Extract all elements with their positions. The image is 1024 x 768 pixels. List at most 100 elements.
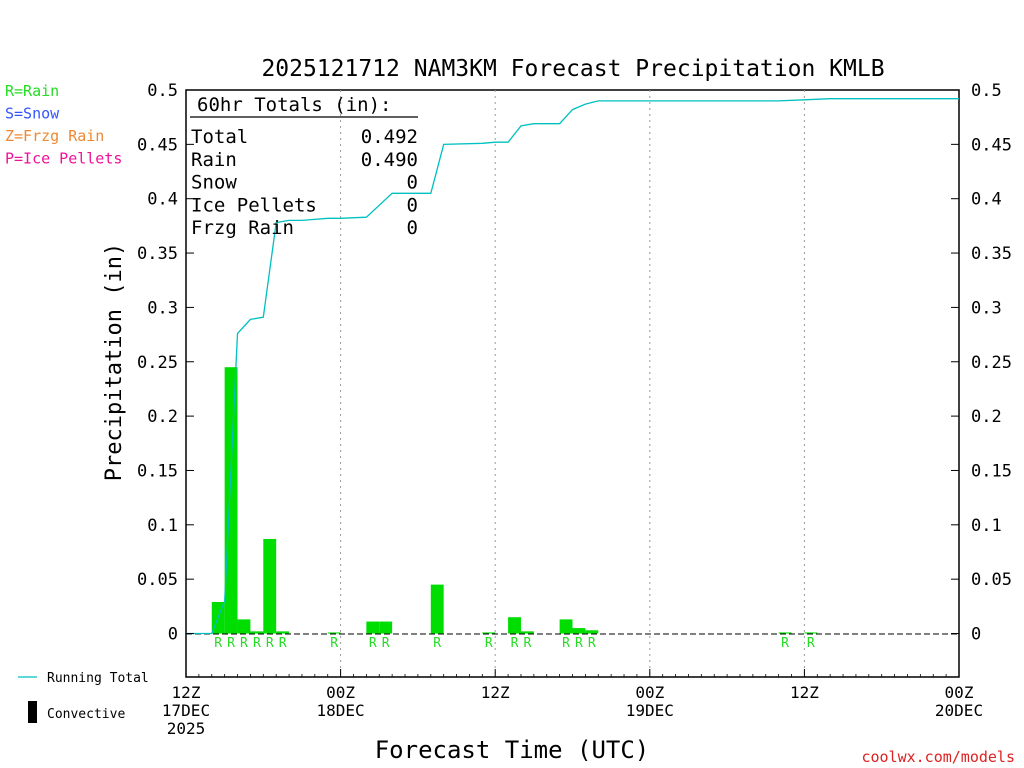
grid-layer xyxy=(340,90,805,677)
x-tick-label: 18DEC xyxy=(317,701,365,720)
y-tick-label-left: 0.45 xyxy=(137,135,178,155)
x-tick-label: 12Z xyxy=(172,683,201,702)
precip-type-legend-item: Z=Frzg Rain xyxy=(5,127,104,145)
precip-bar xyxy=(276,631,290,634)
y-tick-label-left: 0.5 xyxy=(147,81,178,101)
precip-type-legend-item: P=Ice Pellets xyxy=(5,150,122,168)
precip-bar xyxy=(430,584,444,634)
precip-bar xyxy=(520,631,534,634)
y-tick-label-left: 0.35 xyxy=(137,244,178,264)
totals-row-label: Total xyxy=(191,126,248,148)
precip-type-label: R xyxy=(562,636,570,651)
precip-type-legend-item: S=Snow xyxy=(5,105,60,123)
totals-row-value: 0.492 xyxy=(361,126,418,148)
precip-bar xyxy=(379,621,393,634)
y-tick-label-left: 0.1 xyxy=(147,516,178,536)
totals-header: 60hr Totals (in): xyxy=(197,94,391,116)
precip-type-legend: R=Rain S=Snow Z=Frzg Rain P=Ice Pellets xyxy=(5,82,122,168)
convective-legend-swatch xyxy=(28,701,37,723)
totals-row-label: Rain xyxy=(191,149,237,171)
x-tick-label: 00Z xyxy=(326,683,355,702)
precip-type-label: R xyxy=(575,636,583,651)
precip-type-label: R xyxy=(588,636,596,651)
credit-text: coolwx.com/models xyxy=(861,748,1015,766)
precip-type-label: R xyxy=(485,636,493,651)
y-tick-label-left: 0.3 xyxy=(147,298,178,318)
y-tick-label-right: 0.3 xyxy=(971,298,1002,318)
precip-type-label: R xyxy=(369,636,377,651)
y-tick-label-left: 0.4 xyxy=(147,190,178,210)
precip-type-label: R xyxy=(781,636,789,651)
totals-row-value: 0 xyxy=(407,172,418,194)
precip-type-label: R xyxy=(511,636,519,651)
precip-bar xyxy=(585,630,599,634)
precip-type-label: R xyxy=(523,636,531,651)
precip-type-label: R xyxy=(253,636,261,651)
convective-legend-label: Convective xyxy=(47,707,125,722)
precip-bar xyxy=(804,632,818,634)
x-tick-label: 17DEC xyxy=(162,701,210,720)
y-axis-ticks: 0 00.05 0.050.1 0.10.15 0.150.2 0.20.25 0.250.… xyxy=(137,81,1012,645)
y-tick-label-right: 0.45 xyxy=(971,135,1012,155)
y-tick-label-right: 0 xyxy=(971,625,981,645)
precip-bar xyxy=(482,632,496,634)
totals-row-value: 0 xyxy=(407,194,418,216)
precip-type-label: R xyxy=(227,636,235,651)
precip-bar xyxy=(508,617,521,634)
precip-type-label: R xyxy=(807,636,815,651)
precip-bar xyxy=(327,632,341,634)
y-tick-label-left: 0.25 xyxy=(137,353,178,373)
precip-bar xyxy=(366,621,380,634)
x-tick-label: 20DEC xyxy=(935,701,983,720)
totals-box: 60hr Totals (in): Total 0.492 Rain 0.490 Sno… xyxy=(190,94,418,239)
x-tick-label: 2025 xyxy=(167,719,206,738)
y-tick-label-right: 0.2 xyxy=(971,407,1002,427)
precip-bar xyxy=(250,631,264,634)
x-tick-label: 00Z xyxy=(635,683,664,702)
y-tick-label-left: 0.2 xyxy=(147,407,178,427)
y-tick-label-left: 0 xyxy=(168,625,178,645)
y-tick-label-right: 0.05 xyxy=(971,570,1012,590)
precip-type-label: R xyxy=(330,636,338,651)
precip-type-label: R xyxy=(214,636,222,651)
y-tick-label-right: 0.25 xyxy=(971,353,1012,373)
precip-type-label: R xyxy=(240,636,248,651)
precip-bar xyxy=(778,632,792,634)
precip-type-label: R xyxy=(266,636,274,651)
totals-row-label: Frzg Rain xyxy=(191,217,294,239)
y-tick-label-left: 0.15 xyxy=(137,461,178,481)
x-axis-label: Forecast Time (UTC) xyxy=(375,736,650,764)
totals-rows: Total 0.492 Rain 0.490 Snow 0 Ice Pellets 0 Frzg… xyxy=(191,126,418,239)
series-legend: Running Total Convective xyxy=(18,671,149,723)
y-tick-label-right: 0.15 xyxy=(971,461,1012,481)
precip-bar xyxy=(572,628,586,634)
x-tick-label: 19DEC xyxy=(626,701,674,720)
precip-bar xyxy=(263,538,277,634)
precip-type-label: R xyxy=(382,636,390,651)
totals-row-value: 0 xyxy=(407,217,418,239)
precip-bar xyxy=(237,619,251,634)
running-total-line xyxy=(186,98,959,635)
y-tick-label-right: 0.5 xyxy=(971,81,1002,101)
running-total-layer xyxy=(186,98,959,635)
precip-bar xyxy=(224,367,238,634)
precip-type-legend-item: R=Rain xyxy=(5,82,59,100)
running-total-legend-label: Running Total xyxy=(47,671,149,686)
y-tick-label-right: 0.35 xyxy=(971,244,1012,264)
totals-row-label: Snow xyxy=(191,172,237,194)
x-tick-label: 00Z xyxy=(945,683,974,702)
x-tick-label: 12Z xyxy=(790,683,819,702)
y-axis-label: Precipitation (in) xyxy=(102,243,127,481)
chart-title: 2025121712 NAM3KM Forecast Precipitation… xyxy=(261,56,884,82)
totals-row-label: Ice Pellets xyxy=(191,194,317,216)
x-tick-label: 12Z xyxy=(481,683,510,702)
precip-bar xyxy=(559,619,573,634)
bars-layer xyxy=(211,367,818,634)
precip-type-label: R xyxy=(279,636,287,651)
plot-frame xyxy=(185,89,960,678)
totals-row-value: 0.490 xyxy=(361,149,418,171)
y-tick-label-right: 0.4 xyxy=(971,190,1002,210)
